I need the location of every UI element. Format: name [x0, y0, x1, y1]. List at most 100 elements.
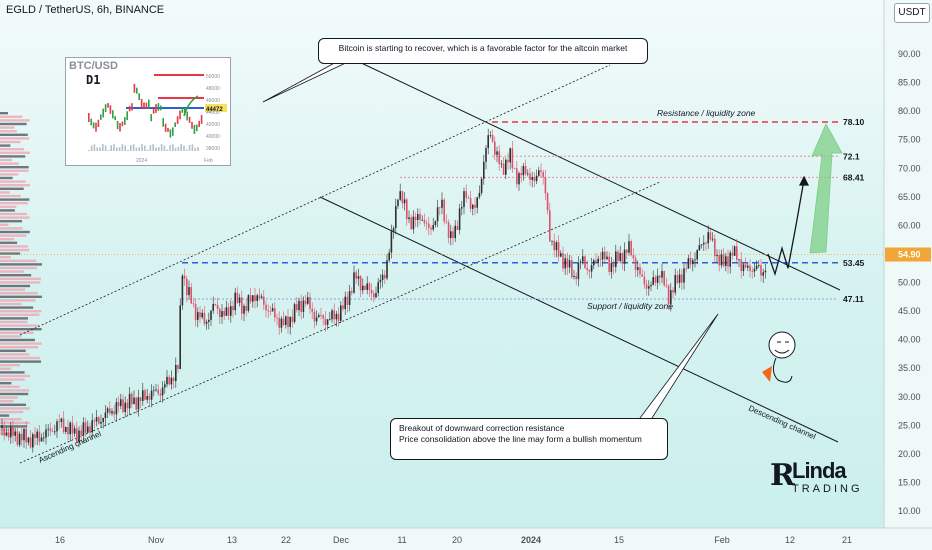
candle-body — [428, 223, 430, 228]
candle-body — [632, 255, 635, 259]
candle-body — [274, 308, 276, 318]
volume-profile-bar — [0, 176, 13, 180]
candle-body — [76, 428, 78, 443]
inset-candle — [164, 123, 167, 132]
candle-body — [491, 135, 494, 142]
inset-candle — [119, 122, 121, 132]
price-tick-label: 35.00 — [898, 363, 921, 373]
inset-candle — [145, 102, 148, 109]
inset-volume-bar — [118, 147, 121, 151]
candle-body — [197, 312, 199, 320]
inset-candle — [188, 116, 191, 123]
price-tick-label: 60.00 — [898, 220, 921, 230]
candle-body — [47, 428, 49, 430]
inset-candle — [88, 113, 90, 122]
candle-body — [307, 297, 309, 304]
candle-body — [326, 319, 329, 325]
volume-profile-bar — [0, 126, 15, 129]
currency-selector[interactable]: USDT — [894, 3, 930, 23]
candle-body — [738, 259, 740, 261]
candle-body — [643, 276, 646, 285]
candle-body — [386, 260, 388, 279]
candle-body — [575, 275, 577, 280]
volume-profile-bar — [0, 324, 40, 327]
candle-body — [351, 291, 353, 293]
candle-body — [467, 197, 470, 199]
candle-body — [711, 238, 714, 240]
candle-body — [531, 177, 533, 180]
inset-volume-bar — [177, 146, 180, 151]
inset-candle — [167, 127, 169, 133]
candle-body — [348, 291, 351, 305]
candle-body — [309, 297, 311, 309]
inset-candle — [126, 111, 128, 121]
volume-profile-bar — [0, 331, 34, 334]
candle-body — [3, 425, 5, 436]
candle-body — [126, 402, 129, 409]
candle-body — [762, 272, 764, 276]
inset-volume-bar — [121, 144, 124, 151]
candle-body — [153, 389, 155, 391]
candle-body — [676, 275, 679, 283]
candle-body — [25, 428, 27, 443]
inset-volume-bar — [163, 145, 166, 151]
descending-channel-upper — [354, 59, 841, 291]
inset-title: BTC/USD — [69, 60, 118, 72]
candle-body — [698, 245, 701, 251]
volume-profile-bar — [0, 266, 38, 270]
candle-body — [502, 163, 505, 175]
candle-body — [445, 221, 448, 223]
volume-profile-bar — [0, 407, 30, 410]
volume-profile-bar — [0, 166, 29, 169]
candle-body — [38, 431, 41, 442]
candle-body — [588, 269, 591, 272]
candle-body — [36, 431, 38, 439]
volume-profile-bar — [0, 389, 29, 392]
candle-body — [619, 253, 621, 261]
inset-candle — [196, 124, 198, 132]
candle-body — [478, 192, 481, 198]
candle-body — [210, 310, 212, 320]
candle-body — [489, 135, 492, 136]
volume-profile-bar — [0, 292, 38, 295]
current-price-tag — [885, 247, 931, 262]
inset-timeframe: D1 — [86, 73, 101, 87]
candle-body — [115, 402, 118, 415]
candle-body — [604, 251, 606, 260]
candle-body — [450, 231, 452, 239]
candle-body — [144, 390, 146, 400]
volume-profile-bar — [0, 418, 22, 421]
price-tick-label: 50.00 — [898, 278, 921, 288]
candle-body — [560, 253, 562, 257]
time-tick-label: 12 — [785, 535, 795, 545]
breakout-callout-line2: Price consolidation above the line may f… — [399, 434, 642, 445]
candle-body — [549, 210, 551, 242]
candle-body — [32, 434, 34, 448]
candle-body — [335, 313, 338, 320]
candle-body — [672, 290, 674, 293]
volume-profile-bar — [0, 335, 21, 338]
volume-profile-bar — [0, 194, 21, 198]
candle-body — [406, 199, 408, 220]
candle-body — [593, 260, 595, 266]
inset-candle — [198, 120, 200, 128]
candle-body — [337, 313, 340, 321]
pair-title[interactable]: EGLD / TetherUS, 6h, BINANCE — [6, 4, 165, 16]
candle-body — [487, 135, 489, 149]
candle-body — [40, 437, 43, 442]
inset-volume-bar — [132, 144, 135, 151]
inset-candle — [162, 118, 164, 127]
candle-body — [597, 258, 599, 263]
candle-body — [285, 316, 287, 326]
candle-body — [388, 252, 390, 261]
candle-body — [157, 389, 159, 394]
candle-body — [170, 377, 173, 385]
inset-volume-bar — [93, 144, 96, 151]
candle-body — [199, 312, 201, 318]
ascending-channel-lower — [19, 181, 661, 464]
candle-body — [364, 285, 366, 290]
candle-body — [648, 286, 650, 289]
inset-candle — [181, 107, 184, 113]
inset-candle — [160, 105, 162, 111]
